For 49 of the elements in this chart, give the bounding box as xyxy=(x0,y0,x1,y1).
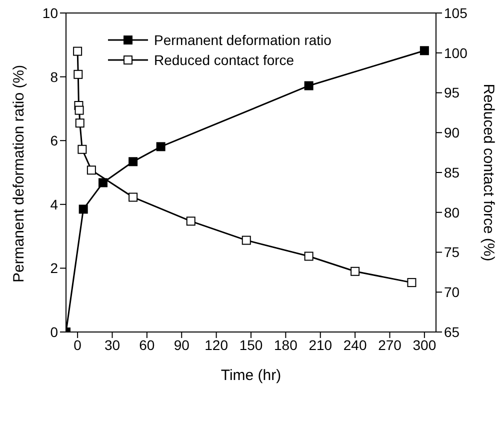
point xyxy=(350,266,360,276)
x-tick-label: 30 xyxy=(104,336,120,353)
x-tick-label: 300 xyxy=(412,336,436,353)
y-axis-title: Permanent deformation ratio (%) xyxy=(10,64,28,282)
x-tick-label: 90 xyxy=(174,336,190,353)
point xyxy=(156,142,166,152)
point xyxy=(86,166,96,175)
point xyxy=(73,46,82,56)
y2-tick-label: 105 xyxy=(444,4,468,21)
y2-tick-label: 80 xyxy=(444,204,460,220)
y-tick-label: 6 xyxy=(50,132,58,149)
y-tick-label: 0 xyxy=(50,324,58,340)
point xyxy=(420,46,429,56)
x-axis-title: Time (hr) xyxy=(220,367,282,384)
legend-label: Reduced contact force xyxy=(154,52,294,68)
point xyxy=(74,70,83,79)
x-tick-label: 150 xyxy=(239,336,263,353)
point xyxy=(74,106,84,115)
y2-tick-label: 90 xyxy=(444,124,460,141)
point xyxy=(78,144,87,154)
y2-tick-label: 65 xyxy=(444,324,460,340)
y2-tick-label: 70 xyxy=(444,284,460,300)
y2-tick-label: 100 xyxy=(444,44,468,61)
point xyxy=(75,118,84,128)
point xyxy=(304,252,314,261)
x-tick-label: 180 xyxy=(274,336,298,353)
point xyxy=(186,216,196,226)
point xyxy=(407,278,416,288)
y2-tick-label: 85 xyxy=(444,164,460,180)
point xyxy=(128,157,138,166)
y2-tick-label: 95 xyxy=(444,84,460,101)
x-tick-label: 240 xyxy=(343,336,367,353)
y2-axis-title: Reduced contact force (%) xyxy=(480,84,497,262)
x-tick-label: 120 xyxy=(204,336,228,353)
point xyxy=(304,81,314,90)
legend-label: Permanent deformation ratio xyxy=(154,32,332,48)
point xyxy=(128,192,138,202)
point xyxy=(78,204,88,214)
y-tick-label: 2 xyxy=(50,260,58,276)
x-tick-label: 270 xyxy=(378,336,402,353)
y-tick-label: 10 xyxy=(42,4,58,21)
y2-tick-label: 75 xyxy=(444,244,460,260)
y-tick-label: 4 xyxy=(50,196,58,212)
x-tick-label: 60 xyxy=(139,336,155,353)
x-tick-label: 210 xyxy=(308,336,332,353)
x-tick-label: 0 xyxy=(74,336,82,353)
y-tick-label: 8 xyxy=(50,68,58,85)
point xyxy=(242,236,251,245)
point xyxy=(98,178,108,188)
